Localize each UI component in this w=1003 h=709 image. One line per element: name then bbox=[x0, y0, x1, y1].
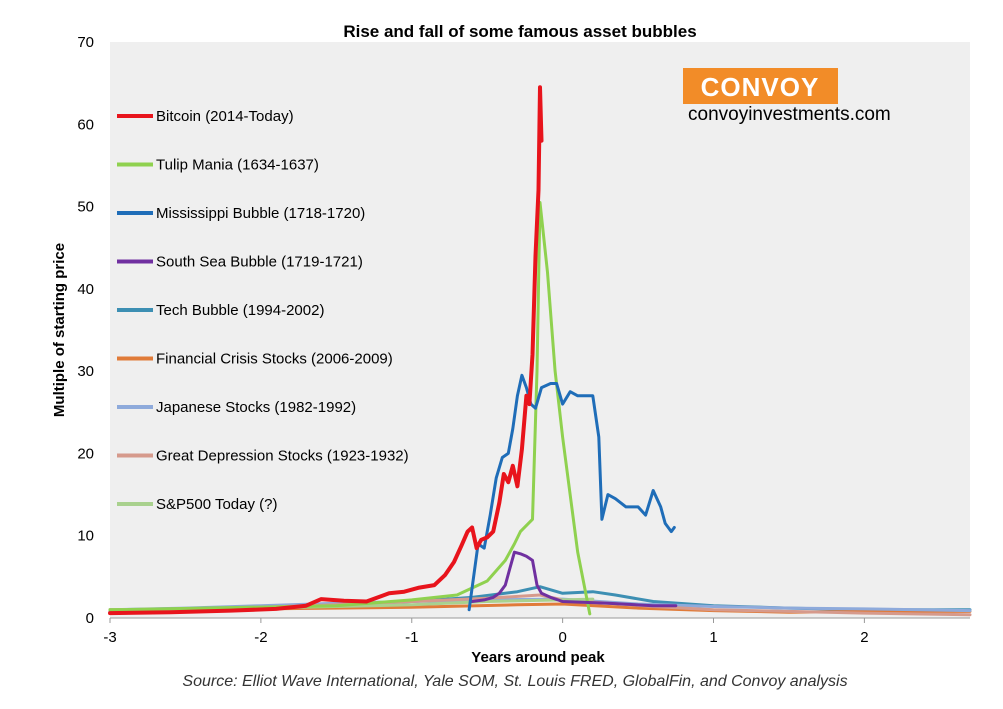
x-tick-label: -2 bbox=[254, 629, 267, 646]
legend: Bitcoin (2014-Today) Tulip Mania (1634-16… bbox=[117, 108, 409, 513]
legend-label: S&P500 Today (?) bbox=[156, 496, 277, 513]
legend-label: South Sea Bubble (1719-1721) bbox=[156, 254, 363, 271]
y-tick-label: 60 bbox=[77, 116, 94, 133]
x-tick-label: 2 bbox=[860, 629, 868, 646]
legend-label: Tech Bubble (1994-2002) bbox=[156, 302, 324, 319]
source-note: Source: Elliot Wave International, Yale … bbox=[182, 673, 847, 690]
legend-label: Financial Crisis Stocks (2006-2009) bbox=[156, 351, 393, 368]
legend-label: Japanese Stocks (1982-1992) bbox=[156, 399, 356, 416]
y-tick-label: 70 bbox=[77, 34, 94, 51]
series-line bbox=[108, 201, 592, 616]
series-line bbox=[470, 550, 678, 608]
y-tick-label: 30 bbox=[77, 363, 94, 380]
y-tick-label: 20 bbox=[77, 445, 94, 462]
y-tick-label: 10 bbox=[77, 528, 94, 545]
series-line bbox=[108, 85, 544, 616]
series-layer bbox=[108, 85, 972, 617]
x-tick-label: 0 bbox=[558, 629, 566, 646]
legend-label: Tulip Mania (1634-1637) bbox=[156, 157, 319, 174]
x-tick-label: 1 bbox=[709, 629, 717, 646]
brand-logo-box bbox=[683, 68, 838, 104]
y-tick-label: 40 bbox=[77, 281, 94, 298]
x-axis-title: Years around peak bbox=[471, 649, 605, 666]
y-axis-title: Multiple of starting price bbox=[51, 243, 68, 417]
x-tick-label: -1 bbox=[405, 629, 418, 646]
legend-label: Mississippi Bubble (1718-1720) bbox=[156, 205, 365, 222]
x-tick-label: -3 bbox=[103, 629, 116, 646]
brand-url: convoyinvestments.com bbox=[688, 104, 891, 125]
y-tick-label: 50 bbox=[77, 199, 94, 216]
legend-label: Bitcoin (2014-Today) bbox=[156, 108, 294, 125]
legend-label: Great Depression Stocks (1923-1932) bbox=[156, 448, 409, 465]
series-line bbox=[467, 373, 676, 612]
brand-logo: CONVOY bbox=[701, 72, 820, 102]
chart-title: Rise and fall of some famous asset bubbl… bbox=[343, 22, 696, 41]
y-tick-label: 0 bbox=[86, 610, 94, 627]
